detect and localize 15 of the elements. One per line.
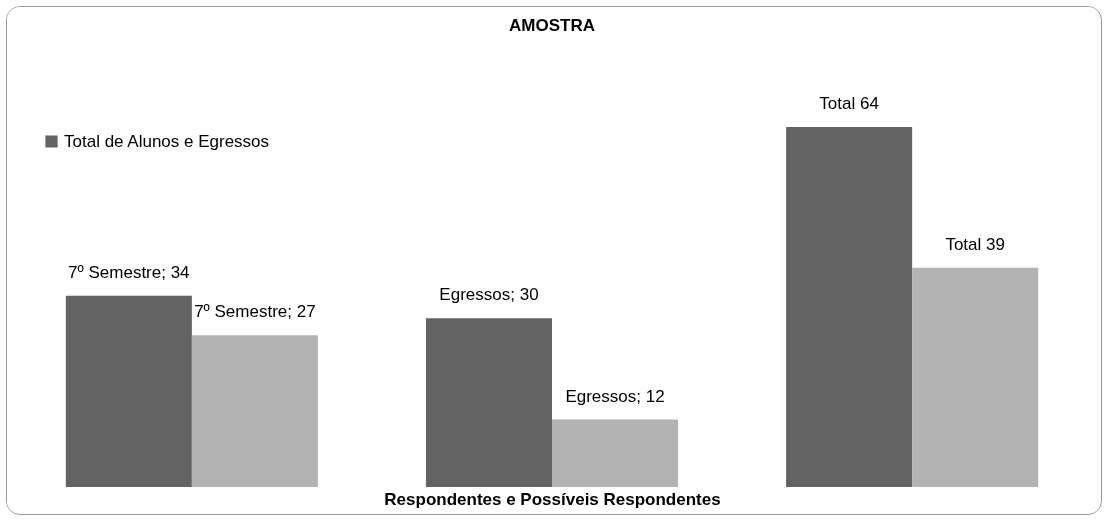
data-label: 7º Semestre; 27 — [194, 302, 316, 322]
bar — [552, 419, 679, 487]
data-label: Total 39 — [945, 234, 1005, 254]
data-label: Egressos; 12 — [565, 386, 665, 406]
bar — [65, 295, 192, 487]
legend-label: Total de Alunos e Egressos — [64, 131, 270, 151]
bar — [912, 267, 1039, 487]
data-label: Egressos; 30 — [439, 285, 539, 305]
data-label: 7º Semestre; 34 — [68, 262, 190, 282]
x-axis-title: Respondentes e Possíveis Respondentes — [384, 489, 721, 509]
chart-title: AMOSTRA — [509, 16, 595, 35]
data-label: Total 64 — [819, 94, 879, 113]
bar — [425, 318, 552, 487]
bar — [786, 127, 913, 487]
bar — [191, 335, 318, 487]
